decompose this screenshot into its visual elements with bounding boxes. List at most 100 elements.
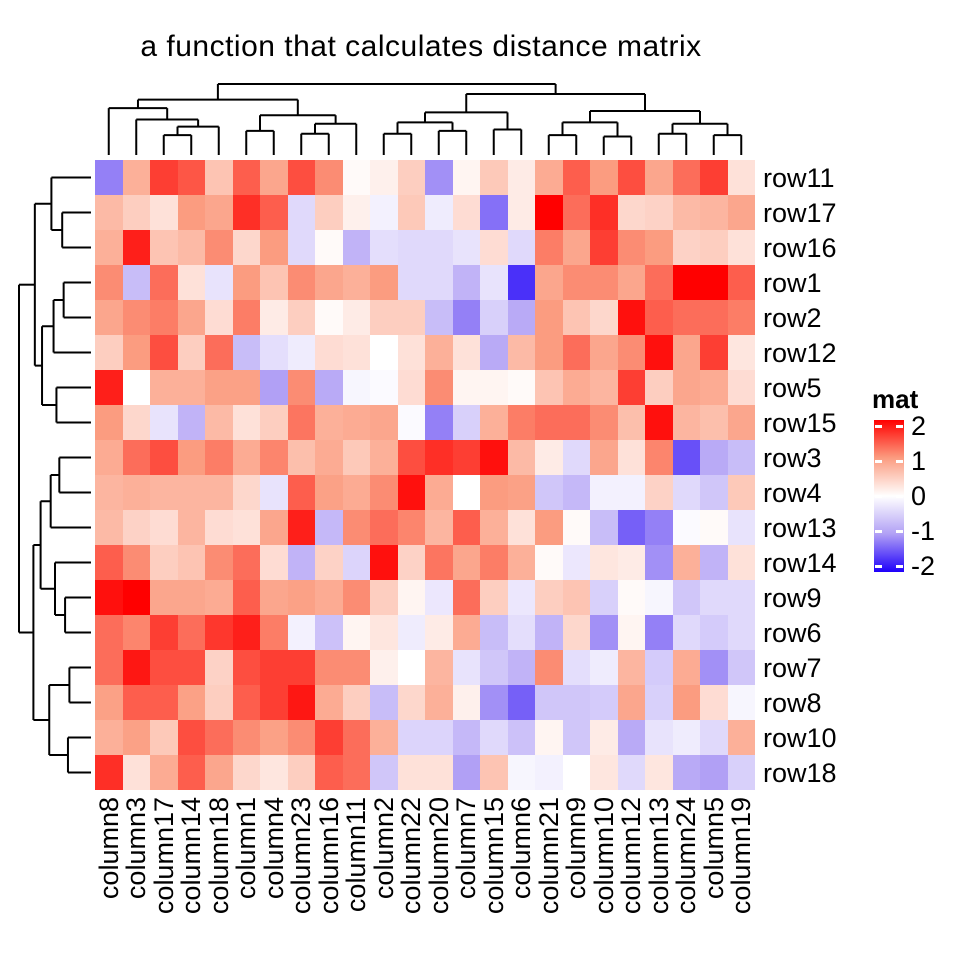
row-label: row4 xyxy=(763,477,822,508)
heatmap-cell xyxy=(727,545,755,580)
heatmap-cell xyxy=(342,405,370,440)
heatmap-cell xyxy=(645,440,673,475)
heatmap-cell xyxy=(480,545,508,580)
heatmap-cell xyxy=(287,650,315,685)
column-label: column22 xyxy=(396,797,427,915)
heatmap-cell xyxy=(397,475,425,510)
heatmap-cell xyxy=(507,475,535,510)
legend-tick-label: 2 xyxy=(911,411,927,441)
column-label: column11 xyxy=(341,797,372,913)
heatmap-cell xyxy=(617,230,645,265)
column-label: column1 xyxy=(231,797,262,900)
heatmap-cell xyxy=(342,720,370,755)
legend-tick-mark xyxy=(875,530,882,533)
heatmap-cell xyxy=(397,405,425,440)
heatmap-cell xyxy=(232,440,260,475)
heatmap-cell xyxy=(370,160,398,195)
heatmap-cell xyxy=(645,265,673,300)
heatmap-cell xyxy=(480,405,508,440)
heatmap-cell xyxy=(425,440,453,475)
heatmap-cell xyxy=(315,265,343,300)
legend-tick-mark xyxy=(875,495,882,498)
heatmap-cell xyxy=(232,685,260,720)
heatmap-cell xyxy=(480,230,508,265)
heatmap-cell xyxy=(617,160,645,195)
heatmap-cell xyxy=(480,650,508,685)
heatmap-cell xyxy=(425,370,453,405)
heatmap-cell xyxy=(617,265,645,300)
legend-colorbar xyxy=(874,420,904,572)
heatmap-cell xyxy=(727,160,755,195)
heatmap-cell xyxy=(342,685,370,720)
heatmap-cell xyxy=(535,370,563,405)
heatmap-cell xyxy=(727,195,755,230)
heatmap-cell xyxy=(397,370,425,405)
heatmap-cell xyxy=(590,650,618,685)
heatmap-cell xyxy=(287,195,315,230)
heatmap-cell xyxy=(232,475,260,510)
heatmap-cell xyxy=(727,335,755,370)
heatmap-cell xyxy=(507,650,535,685)
heatmap-cell xyxy=(645,475,673,510)
heatmap-cell xyxy=(645,160,673,195)
column-label: column20 xyxy=(423,797,454,915)
heatmap-cell xyxy=(562,545,590,580)
heatmap-cell xyxy=(260,580,288,615)
heatmap-cell xyxy=(700,195,728,230)
heatmap-cell xyxy=(617,405,645,440)
heatmap-cell xyxy=(590,755,618,790)
heatmap-cell xyxy=(562,720,590,755)
heatmap-cell xyxy=(95,440,123,475)
heatmap-cell xyxy=(617,615,645,650)
heatmap-cell xyxy=(260,405,288,440)
heatmap-cell xyxy=(590,545,618,580)
heatmap-cell xyxy=(370,370,398,405)
heatmap-cell xyxy=(177,230,205,265)
row-dendrogram xyxy=(18,176,91,774)
heatmap-cell xyxy=(535,335,563,370)
legend-tick-mark xyxy=(875,425,882,428)
heatmap-cell xyxy=(287,335,315,370)
heatmap-cell xyxy=(590,370,618,405)
heatmap-cell xyxy=(480,370,508,405)
heatmap-cell xyxy=(480,580,508,615)
heatmap-cell xyxy=(535,265,563,300)
heatmap-cell xyxy=(287,230,315,265)
heatmap-cell xyxy=(205,335,233,370)
heatmap-cell xyxy=(260,370,288,405)
heatmap-cell xyxy=(287,545,315,580)
heatmap-cell xyxy=(480,475,508,510)
heatmap-cell xyxy=(397,335,425,370)
heatmap-cell xyxy=(425,475,453,510)
heatmap-cell xyxy=(672,650,700,685)
row-label: row7 xyxy=(763,652,822,683)
heatmap-cell xyxy=(672,405,700,440)
column-label: column12 xyxy=(616,797,647,915)
heatmap-cell xyxy=(177,265,205,300)
heatmap-cell xyxy=(397,230,425,265)
heatmap-cell xyxy=(177,370,205,405)
heatmap-cell xyxy=(590,440,618,475)
heatmap-cell xyxy=(507,230,535,265)
heatmap-cell xyxy=(507,720,535,755)
heatmap-cell xyxy=(315,755,343,790)
heatmap-cell xyxy=(425,720,453,755)
heatmap-cell xyxy=(425,335,453,370)
heatmap-cell xyxy=(232,580,260,615)
heatmap-cell xyxy=(397,615,425,650)
heatmap-cell xyxy=(425,300,453,335)
heatmap-cell xyxy=(727,580,755,615)
heatmap-cell xyxy=(95,615,123,650)
heatmap-cell xyxy=(507,755,535,790)
heatmap-cell xyxy=(150,475,178,510)
heatmap-cell xyxy=(425,160,453,195)
heatmap-cell xyxy=(590,160,618,195)
heatmap-cell xyxy=(287,685,315,720)
heatmap-cell xyxy=(645,510,673,545)
heatmap-cell xyxy=(260,300,288,335)
heatmap-cell xyxy=(287,440,315,475)
heatmap-cell xyxy=(397,545,425,580)
heatmap-cell xyxy=(315,580,343,615)
heatmap-cell xyxy=(590,265,618,300)
heatmap-cell xyxy=(260,440,288,475)
